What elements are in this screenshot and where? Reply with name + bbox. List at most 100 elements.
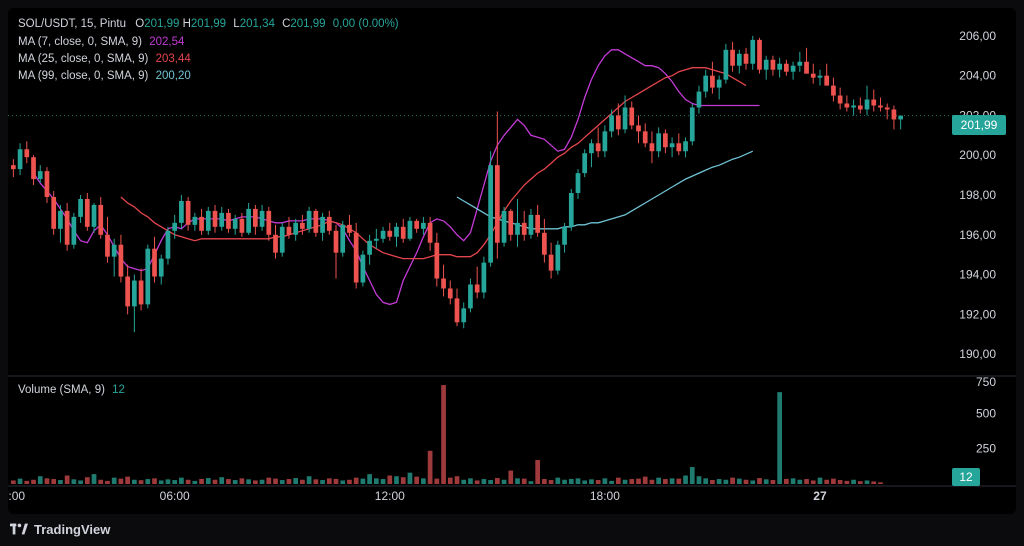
volume-bar [723,479,729,484]
price-tick-label: 204,00 [959,69,996,83]
price-tick-label: 190,00 [959,347,996,361]
candle-body [703,75,709,92]
volume-bar [716,479,722,484]
volume-bar [145,479,151,484]
tradingview-branding[interactable]: TradingView [10,520,110,538]
volume-bar [158,480,164,484]
candle-body [790,65,796,72]
candle-body [857,105,863,110]
candle-body [320,216,325,233]
candle-body [508,210,514,235]
volume-bar [394,476,399,484]
volume-bar [44,478,50,484]
volume-bar [649,479,655,484]
candle-body [595,143,601,152]
volume-bar [360,478,366,484]
volume-bar [273,478,278,484]
symbol-legend[interactable]: SOL/USDT, 15, Pintu O201,99 H201,99 L201… [18,16,399,32]
volume-bar [333,478,339,484]
candle-body [763,59,769,70]
volume-bar [152,478,157,484]
candle-body [300,222,305,229]
volume-tick-label: 750 [976,375,996,389]
ma25-legend[interactable]: MA (25, close, 0, SMA, 9) 203,44 [18,51,191,67]
candle-body [797,61,803,66]
ma99-legend[interactable]: MA (99, close, 0, SMA, 9) 200,20 [18,68,191,84]
volume-bar [824,479,830,484]
candle-body [380,230,386,239]
candle-body [266,210,272,235]
volume-bar [205,478,211,484]
volume-bar [24,480,30,484]
volume-bar [797,479,803,484]
candle-body [340,224,346,253]
candle-body [17,149,23,170]
candle-body [736,53,742,66]
volume-bar [488,480,493,484]
candle-body [400,226,406,239]
last-price-tag: 201,99 [952,115,1006,135]
volume-bar [199,478,204,484]
candle-body [784,63,789,72]
volume-bar [447,477,453,484]
volume-bar [548,480,554,484]
candle-body [145,248,151,305]
candle-body [118,244,124,277]
candle-body [521,222,527,235]
volume-bar [851,479,856,484]
volume-bar [421,478,426,484]
volume-value: 12 [112,384,125,396]
candle-body [878,105,883,108]
candle-body [669,143,675,148]
volume-bar [125,476,130,484]
candle-body [91,204,97,227]
volume-tick-label: 500 [976,406,996,420]
volume-bar [454,476,460,484]
candle-body [575,173,581,194]
candle-body [851,105,856,108]
low-label: L [233,18,240,30]
volume-bar [185,479,191,484]
volume-bar [629,479,635,484]
volume-bar [474,480,480,484]
candle-body [589,143,594,154]
volume-bar [172,480,178,484]
volume-bar [784,478,789,484]
candle-body [481,262,487,293]
symbol-name: SOL/USDT, 15, Pintu [18,18,127,30]
candle-body [165,230,171,259]
volume-bar [226,479,231,484]
candle-body [757,39,762,70]
volume-bar [427,450,433,484]
candle-body [219,212,225,227]
volume-bar [636,478,641,484]
candle-body [696,91,702,108]
candle-body [891,109,897,120]
candle-body [172,222,178,231]
volume-legend[interactable]: Volume (SMA, 9) 12 [18,382,125,398]
volume-bar [192,480,198,484]
volume-bar [441,385,446,484]
volume-bar [743,479,749,484]
ma7-legend[interactable]: MA (7, close, 0, SMA, 9) 202,54 [18,34,184,50]
chart-canvas[interactable]: 190,00 192,00 194,00 196,00 198,00 200,00 202,… [8,8,1016,514]
candle-body [716,79,722,88]
volume-bar [91,474,97,484]
candle-body [58,210,63,229]
open-label: O [135,18,145,30]
candle-body [179,200,184,223]
volume-bar [535,459,541,484]
volume-bar [400,477,406,484]
candle-body [582,153,588,174]
candle-body [568,193,574,227]
open-value: 201,99 [144,18,180,30]
volume-bar [468,478,473,484]
volume-label: Volume (SMA, 9) [18,384,105,396]
candle-body [488,165,493,263]
ma25-label: MA (25, close, 0, SMA, 9) [18,53,149,65]
candle-body [622,107,628,130]
chart-panel[interactable]: 190,00 192,00 194,00 196,00 198,00 200,00 202,… [8,8,1016,514]
volume-bar [837,480,843,484]
close-value: 201,99 [290,18,326,30]
